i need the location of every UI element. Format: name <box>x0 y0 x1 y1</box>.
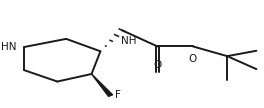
Text: NH: NH <box>121 36 136 46</box>
Text: O: O <box>153 60 162 70</box>
Text: HN: HN <box>1 42 17 52</box>
Text: O: O <box>189 54 197 64</box>
Text: F: F <box>115 90 121 100</box>
Polygon shape <box>92 74 112 96</box>
